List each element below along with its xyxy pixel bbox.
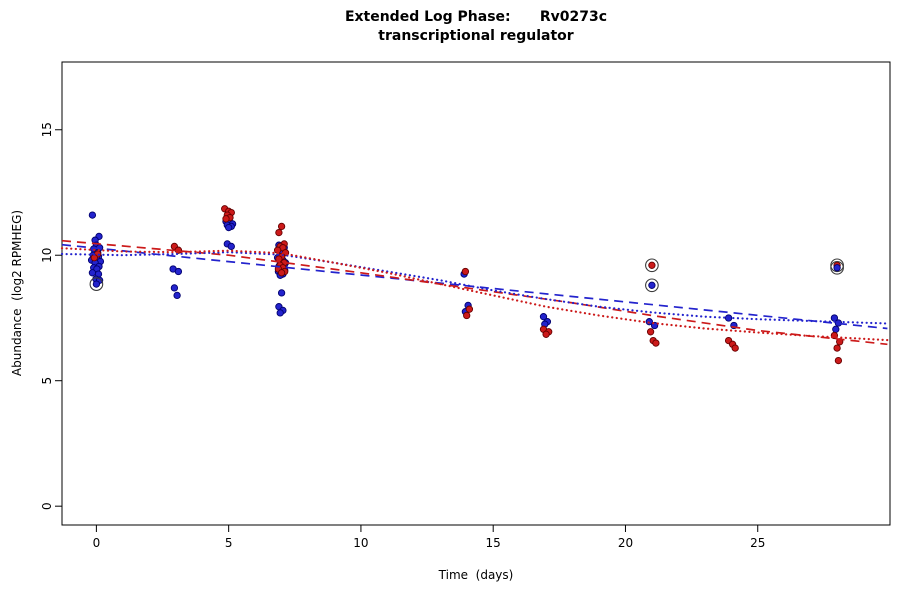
data-point-blue — [88, 269, 97, 277]
data-point-blue — [225, 223, 233, 232]
y-tick-label: 15 — [40, 122, 54, 137]
data-point-red — [465, 305, 474, 313]
circled-data-point-blue — [92, 280, 101, 288]
data-point-red — [275, 228, 283, 237]
data-point-red — [463, 311, 471, 320]
trend-line-red-dashed — [61, 239, 888, 346]
data-point-red — [461, 267, 470, 276]
outlier-ring — [830, 260, 844, 275]
data-point-blue — [277, 289, 286, 297]
data-point-red — [277, 269, 286, 277]
x-tick-label: 25 — [750, 536, 765, 550]
data-point-blue — [170, 284, 179, 292]
data-point-red — [222, 215, 230, 223]
outlier-ring — [89, 277, 104, 291]
trend-line-blue-dotted — [60, 251, 889, 325]
circled-data-point-blue — [833, 264, 841, 272]
trend-line-blue-dashed — [61, 243, 888, 330]
chart-title: Extended Log Phase: Rv0273c — [344, 9, 608, 25]
data-point-blue — [276, 309, 284, 317]
x-tick-label: 20 — [618, 536, 633, 550]
data-point-red — [542, 330, 550, 338]
data-point-blue — [539, 313, 548, 321]
y-tick-label: 10 — [40, 248, 54, 263]
circled-data-point-blue — [648, 281, 656, 289]
x-tick-label: 5 — [225, 536, 233, 550]
data-point-red — [646, 328, 655, 336]
data-point-blue — [832, 325, 840, 333]
chart-subtitle: transcriptional regulator — [378, 28, 574, 44]
x-tick-label: 10 — [353, 536, 368, 550]
x-axis-label: Time (days) — [438, 568, 514, 582]
outlier-ring — [645, 278, 659, 293]
data-point-blue — [173, 291, 181, 300]
trend-line-red-dotted — [60, 247, 889, 342]
data-point-red — [652, 339, 660, 347]
data-point-blue — [227, 242, 235, 251]
data-point-red — [731, 344, 739, 352]
y-tick-label: 5 — [40, 377, 54, 385]
data-point-blue — [174, 267, 183, 276]
data-point-blue — [88, 211, 97, 219]
circled-data-point-red — [648, 261, 656, 269]
outlier-ring — [645, 258, 659, 273]
x-tick-label: 0 — [93, 536, 101, 550]
y-tick-label: 0 — [40, 502, 54, 510]
x-tick-label: 15 — [486, 536, 501, 550]
data-point-red — [833, 344, 841, 352]
data-point-red — [277, 222, 286, 231]
plot-border — [61, 61, 891, 526]
data-point-red — [834, 356, 843, 365]
